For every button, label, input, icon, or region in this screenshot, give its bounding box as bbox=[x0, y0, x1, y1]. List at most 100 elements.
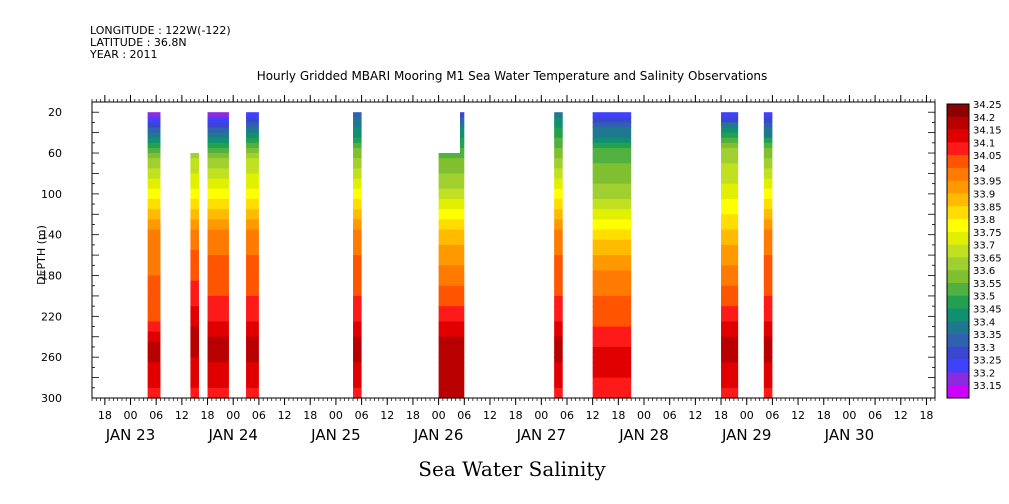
salinity-cell bbox=[190, 173, 199, 180]
colorbar-label: 34.1 bbox=[973, 138, 995, 149]
salinity-cell bbox=[190, 265, 199, 272]
colorbar-swatch bbox=[947, 372, 969, 386]
salinity-cell bbox=[190, 362, 199, 368]
salinity-cell bbox=[190, 260, 199, 266]
salinity-cell bbox=[207, 367, 229, 374]
salinity-cell bbox=[554, 209, 563, 215]
salinity-cell bbox=[353, 224, 362, 231]
salinity-cell bbox=[592, 387, 632, 394]
salinity-cell bbox=[460, 362, 465, 368]
salinity-cell bbox=[763, 306, 773, 312]
salinity-cell bbox=[438, 193, 461, 200]
salinity-cell bbox=[190, 295, 199, 302]
salinity-cell bbox=[147, 372, 161, 379]
salinity-cell bbox=[460, 280, 465, 287]
salinity-cell bbox=[554, 117, 563, 124]
x-hour-tick-label: 06 bbox=[765, 409, 779, 422]
salinity-cell bbox=[147, 331, 161, 338]
salinity-cell bbox=[763, 352, 773, 358]
salinity-cell bbox=[353, 336, 362, 343]
x-hour-tick-label: 12 bbox=[380, 409, 394, 422]
salinity-cell bbox=[190, 382, 199, 389]
x-hour-tick-label: 06 bbox=[560, 409, 574, 422]
salinity-cell bbox=[246, 382, 259, 389]
salinity-cell bbox=[763, 112, 773, 118]
salinity-cell bbox=[246, 117, 259, 124]
salinity-cell bbox=[190, 346, 199, 353]
x-hour-tick-label: 00 bbox=[740, 409, 754, 422]
salinity-cell bbox=[207, 112, 229, 118]
colorbar-swatch bbox=[947, 308, 969, 322]
salinity-cell bbox=[147, 204, 161, 210]
salinity-cell bbox=[554, 295, 563, 302]
x-hour-tick-label: 18 bbox=[406, 409, 420, 422]
salinity-cell bbox=[592, 117, 632, 124]
salinity-cell bbox=[207, 122, 229, 129]
salinity-cell bbox=[592, 239, 632, 246]
salinity-cell bbox=[246, 331, 259, 338]
salinity-cell bbox=[592, 122, 632, 129]
salinity-cell bbox=[353, 290, 362, 297]
x-day-label: JAN 23 bbox=[105, 426, 156, 444]
salinity-cell bbox=[460, 147, 465, 154]
salinity-cell bbox=[207, 357, 229, 363]
salinity-cell bbox=[190, 352, 199, 358]
salinity-cell bbox=[207, 331, 229, 338]
y-tick-label: 220 bbox=[41, 310, 62, 323]
salinity-cell bbox=[353, 214, 362, 220]
salinity-cell bbox=[353, 193, 362, 200]
colorbar-label: 33.85 bbox=[973, 202, 1002, 213]
salinity-cell bbox=[763, 234, 773, 241]
salinity-cell bbox=[353, 183, 362, 190]
salinity-cell bbox=[438, 183, 461, 190]
salinity-cell bbox=[763, 316, 773, 323]
salinity-cell bbox=[353, 372, 362, 379]
colorbar-label: 33.2 bbox=[973, 368, 995, 379]
salinity-cell bbox=[438, 153, 461, 159]
salinity-cell bbox=[592, 316, 632, 323]
salinity-cell bbox=[721, 357, 739, 363]
salinity-cell bbox=[246, 173, 259, 180]
salinity-cell bbox=[554, 173, 563, 180]
salinity-cell bbox=[207, 142, 229, 149]
salinity-cell bbox=[721, 153, 739, 159]
salinity-cell bbox=[763, 142, 773, 149]
salinity-cell bbox=[438, 285, 461, 292]
salinity-cell bbox=[554, 336, 563, 343]
salinity-cell bbox=[763, 153, 773, 159]
salinity-cell bbox=[207, 316, 229, 323]
x-day-label: JAN 28 bbox=[618, 426, 669, 444]
salinity-cell bbox=[592, 147, 632, 154]
salinity-cell bbox=[190, 321, 199, 328]
salinity-cell bbox=[246, 127, 259, 134]
salinity-cell bbox=[207, 326, 229, 333]
salinity-cell bbox=[246, 229, 259, 236]
salinity-cell bbox=[592, 382, 632, 389]
salinity-cell bbox=[246, 270, 259, 277]
salinity-cell bbox=[190, 341, 199, 348]
salinity-cell bbox=[721, 285, 739, 292]
salinity-cell bbox=[554, 301, 563, 307]
salinity-cell bbox=[246, 132, 259, 139]
salinity-cell bbox=[190, 168, 199, 175]
salinity-cell bbox=[721, 137, 739, 144]
salinity-cell bbox=[190, 153, 199, 159]
salinity-cell bbox=[592, 377, 632, 384]
salinity-cell bbox=[763, 224, 773, 231]
salinity-cell bbox=[721, 147, 739, 154]
salinity-cell bbox=[190, 311, 199, 317]
salinity-cell bbox=[190, 377, 199, 384]
salinity-cell bbox=[554, 219, 563, 226]
salinity-cell bbox=[592, 158, 632, 164]
salinity-cell bbox=[721, 122, 739, 129]
axes-layer: 18 00 06 12 18 00 06 12 18 00 06 12 18 00 06 12 18 00 06 12… bbox=[41, 95, 936, 444]
salinity-cell bbox=[763, 132, 773, 139]
x-hour-tick-label: 12 bbox=[688, 409, 702, 422]
salinity-cell bbox=[460, 234, 465, 241]
colorbar-swatch bbox=[947, 167, 969, 181]
colorbar-label: 33.25 bbox=[973, 356, 1002, 367]
colorbar-swatch bbox=[947, 346, 969, 360]
salinity-cell bbox=[460, 387, 465, 394]
x-hour-tick-label: 06 bbox=[663, 409, 677, 422]
y-tick-label: 260 bbox=[41, 351, 62, 364]
